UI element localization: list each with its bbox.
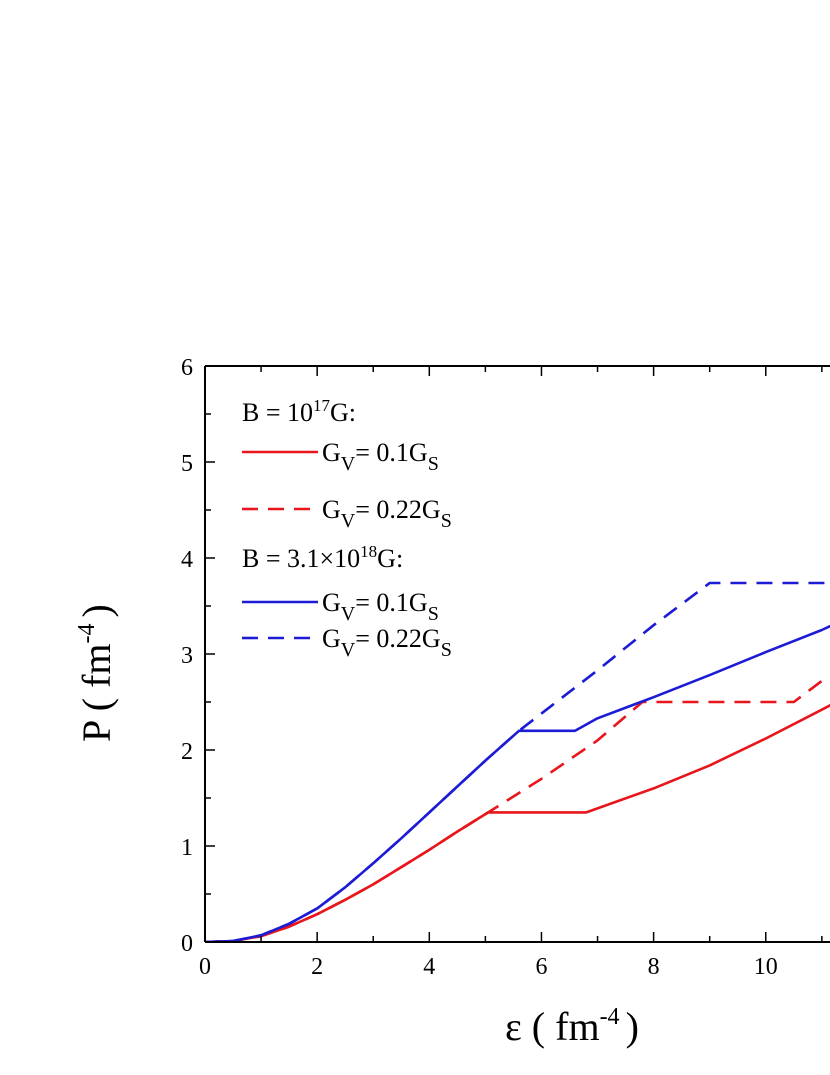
y-tick-label: 2: [181, 739, 193, 765]
x-tick-label: 4: [423, 954, 435, 980]
x-tick-label: 0: [199, 954, 211, 980]
x-tick-label: 2: [311, 954, 323, 980]
legend-group-header: B = 1017G:: [242, 396, 356, 427]
x-tick-label: 6: [535, 954, 547, 980]
y-tick-label: 5: [181, 451, 193, 477]
legend-entry-label: GV= 0.22GS: [322, 495, 452, 532]
y-tick-label: 1: [181, 835, 193, 861]
y-axis-title: P ( fm-4): [74, 604, 119, 742]
series-line-3: [205, 581, 830, 942]
y-tick-label: 3: [181, 643, 193, 669]
series-line-2: [205, 624, 830, 942]
legend-entry-label: GV= 0.22GS: [322, 624, 452, 661]
x-tick-label: 10: [754, 954, 778, 980]
legend-group-header: B = 3.1×1018G:: [242, 542, 403, 573]
series-line-0: [205, 703, 830, 942]
series-line-1: [205, 675, 830, 942]
legend-entry-label: GV= 0.1GS: [322, 438, 439, 475]
y-tick-label: 4: [181, 547, 193, 573]
series-layer: [205, 581, 830, 942]
y-tick-label: 6: [181, 355, 193, 381]
legend-entry-label: GV= 0.1GS: [322, 588, 439, 625]
y-tick-label: 0: [181, 931, 193, 957]
x-axis-title: ε ( fm-4): [505, 1004, 639, 1049]
axes-layer: 0246810120123456: [181, 355, 830, 980]
x-tick-label: 8: [648, 954, 660, 980]
